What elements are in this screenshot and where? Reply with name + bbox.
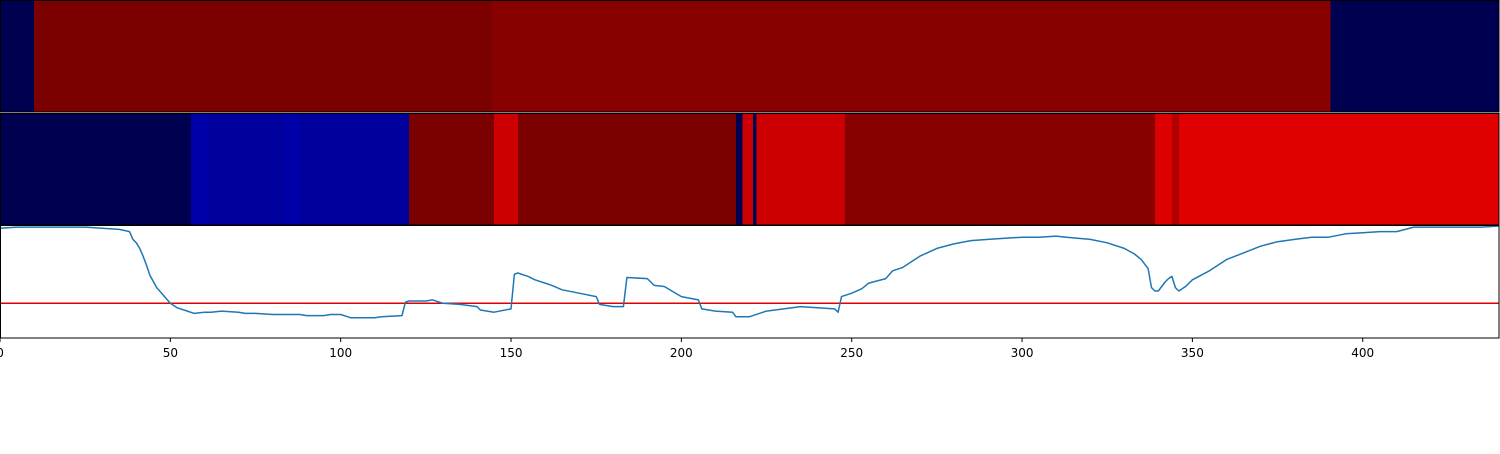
panel-frame bbox=[0, 225, 1500, 339]
x-tick-label: 50 bbox=[163, 346, 178, 360]
x-axis: 0 50 100 150 200 250 300 350 400 bbox=[0, 338, 1374, 360]
heatmap-cell bbox=[207, 114, 283, 225]
heatmap-cell bbox=[735, 114, 743, 225]
x-tick-label: 0 bbox=[0, 346, 4, 360]
heatmap-cell bbox=[0, 114, 191, 225]
panel-frame bbox=[0, 0, 1500, 113]
heatmap-cell bbox=[1330, 1, 1499, 112]
series-line bbox=[0, 225, 1500, 319]
heatmap-cell bbox=[0, 1, 35, 112]
x-tick-label: 300 bbox=[1011, 346, 1034, 360]
heatmap-cell bbox=[752, 114, 757, 225]
heatmap-middle-panel bbox=[0, 114, 1499, 225]
heatmap-cell bbox=[756, 114, 845, 225]
heatmap-cell bbox=[844, 114, 1155, 225]
heatmap-cell bbox=[1154, 114, 1172, 225]
x-tick-label: 200 bbox=[670, 346, 693, 360]
heatmap-cell bbox=[493, 114, 518, 225]
x-tick-label: 350 bbox=[1181, 346, 1204, 360]
heatmap-cell bbox=[492, 1, 1331, 112]
panel-frames bbox=[0, 0, 1500, 339]
heatmap-cell bbox=[517, 114, 736, 225]
heatmap-cell bbox=[282, 114, 300, 225]
x-tick-label: 100 bbox=[329, 346, 352, 360]
x-tick-label: 400 bbox=[1351, 346, 1374, 360]
x-tick-label: 150 bbox=[500, 346, 523, 360]
heatmap-top-panel bbox=[0, 1, 1499, 112]
line-plot-background bbox=[0, 226, 1500, 338]
x-tick-label: 250 bbox=[840, 346, 863, 360]
heatmap-cell bbox=[742, 114, 753, 225]
heatmap-cell bbox=[408, 114, 494, 225]
line-plot-panel bbox=[0, 225, 1500, 338]
heatmap-cell bbox=[1171, 114, 1179, 225]
heatmap-cell bbox=[190, 114, 208, 225]
heatmap-cell bbox=[34, 1, 493, 112]
heatmap-cell bbox=[299, 114, 409, 225]
heatmap-cell bbox=[1178, 114, 1499, 225]
